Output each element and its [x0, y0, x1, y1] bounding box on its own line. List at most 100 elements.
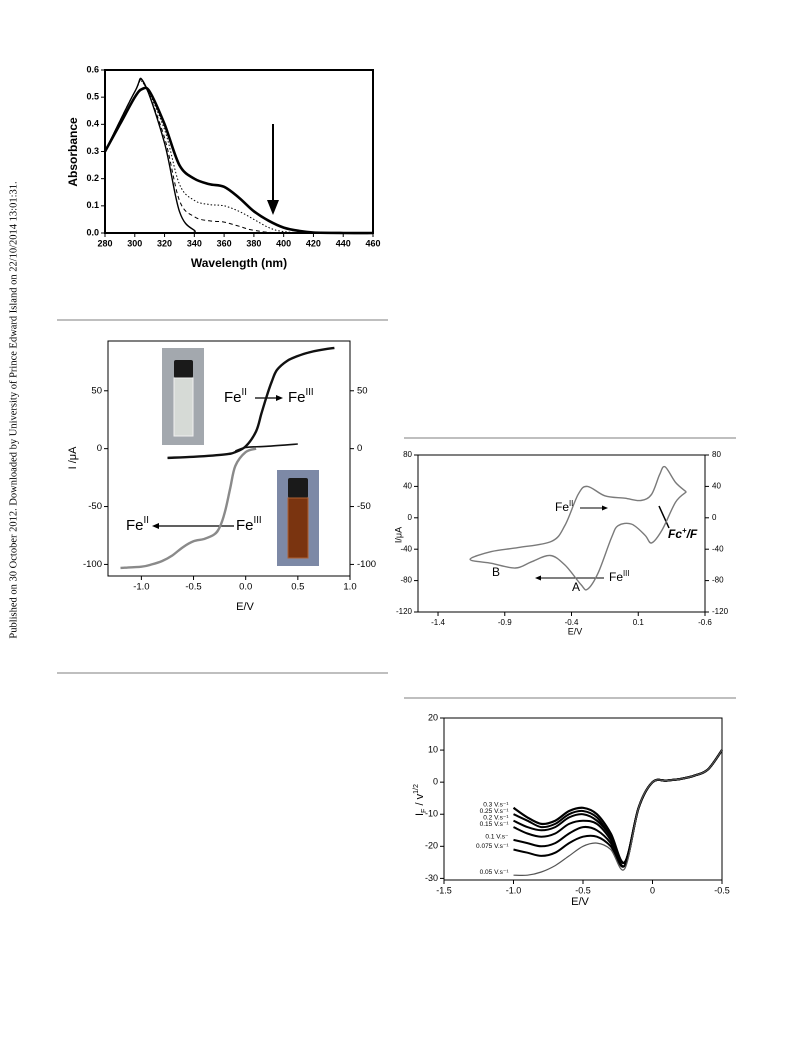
- y2-tick-label: -100: [357, 559, 376, 570]
- y-axis-label: I/μA: [393, 527, 403, 543]
- x-tick-label: -1.0: [506, 885, 522, 895]
- text-part: / v: [414, 793, 426, 808]
- y-tick-label: -30: [425, 873, 438, 883]
- series-line: [235, 443, 298, 452]
- series-line: [513, 749, 723, 877]
- x-tick-label: 380: [246, 238, 261, 248]
- text-part: III: [254, 515, 262, 526]
- series-line: [167, 346, 335, 460]
- y-tick-label: 0.4: [86, 119, 99, 129]
- series-line: [104, 79, 374, 234]
- text-part: II: [569, 499, 573, 508]
- series-label: 0.1 V.s⁻: [485, 834, 509, 841]
- series-label: 0.3 V.s⁻¹: [483, 802, 509, 809]
- y-tick-label: 0: [97, 443, 102, 454]
- series-line: [103, 86, 374, 235]
- text-part: Fe: [555, 500, 569, 514]
- y-tick-label: -50: [88, 501, 102, 512]
- x-tick-label: 320: [157, 238, 172, 248]
- x-tick-label: 340: [187, 238, 202, 248]
- text-part: III: [623, 569, 630, 578]
- y-tick-label: -100: [83, 559, 102, 570]
- y-tick-label: 40: [403, 482, 412, 491]
- annotation: FeII: [224, 387, 247, 406]
- x-tick-label: 0: [650, 885, 655, 895]
- x-axis-label: E/V: [568, 626, 583, 636]
- y2-tick-label: -120: [712, 607, 729, 616]
- y2-tick-label: 0: [357, 443, 362, 454]
- annotation: Fc+/F: [668, 526, 698, 542]
- y-tick-label: 0.2: [86, 173, 99, 183]
- y-tick-label: -20: [425, 841, 438, 851]
- y2-tick-label: -50: [357, 501, 371, 512]
- text-part: /F: [686, 527, 698, 541]
- arrow-head: [276, 395, 283, 401]
- annotation: FeII: [555, 499, 573, 515]
- x-tick-label: -0.5: [185, 582, 201, 593]
- y-tick-label: 0.0: [86, 227, 99, 237]
- text-part: Fe: [236, 517, 254, 534]
- series-line: [513, 749, 723, 868]
- x-tick-label: 300: [127, 238, 142, 248]
- series-label: 0.25 V.s⁻¹: [480, 808, 510, 815]
- y-tick-label: 0.6: [86, 64, 99, 74]
- text-part: III: [306, 387, 314, 398]
- x-axis-label: E/V: [236, 601, 254, 613]
- text-part: II: [144, 515, 149, 526]
- y-tick-label: 0.1: [86, 200, 99, 210]
- text-part: II: [242, 387, 247, 398]
- x-axis-label: E/V: [571, 896, 589, 908]
- x-tick-label: -0.5: [714, 885, 730, 895]
- marker-line: [658, 505, 670, 529]
- y-tick-label: 10: [428, 744, 438, 754]
- photo: [277, 470, 319, 566]
- x-tick-label: 440: [336, 238, 351, 248]
- x-axis-label: Wavelength (nm): [191, 256, 287, 270]
- y-tick-label: 80: [403, 450, 412, 459]
- text-part: 1/2: [412, 784, 420, 794]
- text-part: I: [414, 813, 426, 816]
- y-tick-label: 0: [408, 513, 413, 522]
- y-tick-label: 20: [428, 712, 438, 722]
- series-line: [469, 465, 687, 591]
- annotation: B: [492, 565, 500, 579]
- text-part: B: [492, 565, 500, 579]
- arrow-head: [535, 575, 541, 581]
- series-label: 0.15 V.s⁻¹: [480, 821, 510, 828]
- text-part: Fe: [126, 517, 144, 534]
- series-line: [120, 447, 257, 570]
- x-tick-label: 360: [217, 238, 232, 248]
- x-tick-label: -0.6: [698, 618, 712, 627]
- series-line: [104, 79, 374, 234]
- x-tick-label: 0.0: [239, 582, 252, 593]
- photo: [162, 348, 204, 445]
- plot-frame: [107, 340, 351, 577]
- x-tick-label: 1.0: [343, 582, 356, 593]
- x-tick-label: -1.4: [431, 618, 445, 627]
- arrow-head: [602, 505, 608, 511]
- series-label: 0.05 V.s⁻¹: [480, 869, 510, 876]
- x-tick-label: -1.0: [133, 582, 149, 593]
- annotation: FeIII: [609, 569, 630, 585]
- y-tick-label: -40: [400, 544, 412, 553]
- y-tick-label: -80: [400, 576, 412, 585]
- plot-frame: [417, 454, 706, 613]
- arrow-head: [152, 523, 159, 529]
- text-part: F: [420, 808, 428, 813]
- plot-frame: [104, 69, 374, 234]
- side-note: Published on 30 October 2012. Downloaded…: [8, 181, 19, 638]
- annotation: A: [572, 580, 580, 594]
- y-axis-label: Absorbance: [66, 117, 80, 187]
- x-tick-label: -0.9: [498, 618, 512, 627]
- y2-tick-label: 50: [357, 385, 368, 396]
- y-tick-label: 50: [91, 385, 102, 396]
- x-tick-label: 460: [365, 238, 380, 248]
- text-part: +: [682, 526, 687, 535]
- x-tick-label: 0.1: [633, 618, 645, 627]
- series-label: 0.2 V.s⁻¹: [483, 814, 509, 821]
- y2-tick-label: -40: [712, 544, 724, 553]
- y-tick-label: 0.3: [86, 146, 99, 156]
- text-part: Fc: [668, 527, 682, 541]
